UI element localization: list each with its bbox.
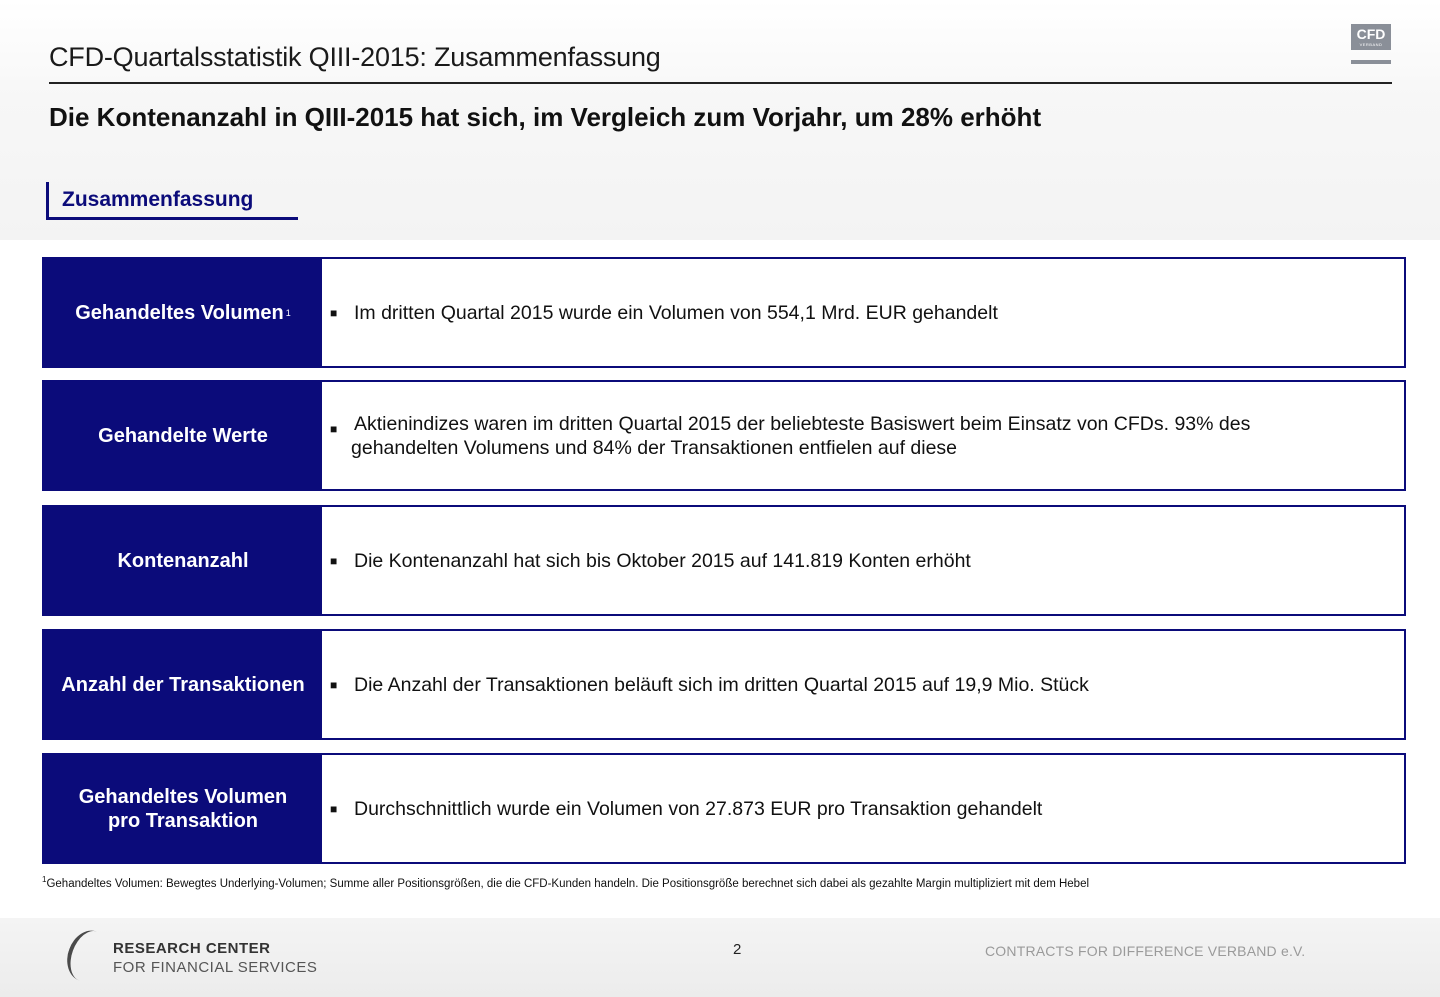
row-content: ■ Im dritten Quartal 2015 wurde ein Volu… — [322, 259, 1404, 366]
row-content: ■ Durchschnittlich wurde ein Volumen von… — [322, 755, 1404, 862]
row-label-text: Kontenanzahl — [117, 549, 249, 572]
footnote-text: Gehandeltes Volumen: Bewegtes Underlying… — [46, 877, 1090, 890]
row-label-line-1: Gehandeltes Volumen — [78, 785, 288, 808]
logo-bar — [1351, 60, 1391, 64]
row-text: Im dritten Quartal 2015 wurde ein Volume… — [354, 301, 998, 324]
summary-row-traded-assets: Gehandelte Werte ■ Aktienindizes waren i… — [42, 380, 1406, 491]
footnote-marker: 1 — [285, 307, 291, 318]
section-title: Zusammenfassung — [62, 188, 254, 211]
row-text: Durchschnittlich wurde ein Volumen von 2… — [354, 797, 1043, 820]
summary-row-volume: Gehandeltes Volumen 1 ■ Im dritten Quarta… — [42, 257, 1406, 368]
row-body: ■ Aktienindizes waren im dritten Quartal… — [330, 412, 1250, 460]
header-background — [0, 0, 1440, 240]
row-label: Anzahl der Transaktionen — [44, 631, 322, 738]
footnote-marker: 1 — [42, 875, 47, 884]
headline: Die Kontenanzahl in QIII-2015 hat sich, … — [49, 102, 1042, 132]
row-label-text: Gehandelte Werte — [98, 424, 268, 447]
row-text-block: Aktienindizes waren im dritten Quartal 2… — [351, 412, 1251, 460]
summary-row-volume-per-transaction: Gehandeltes Volumen pro Transaktion ■ Du… — [42, 753, 1406, 864]
row-text-line-1: Aktienindizes waren im dritten Quartal 2… — [354, 412, 1251, 435]
summary-row-accounts: Kontenanzahl ■ Die Kontenanzahl hat sich… — [42, 505, 1406, 616]
row-label: Kontenanzahl — [44, 507, 322, 614]
summary-row-transactions: Anzahl der Transaktionen ■ Die Anzahl de… — [42, 629, 1406, 740]
logo-text: CFD — [1356, 26, 1386, 42]
footer-background — [0, 918, 1440, 997]
row-content: ■ Die Anzahl der Transaktionen beläuft s… — [322, 631, 1404, 738]
row-label: Gehandeltes Volumen 1 — [44, 259, 322, 366]
organization-name: CONTRACTS FOR DIFFERENCE VERBAND e.V. — [985, 943, 1306, 959]
logo-subtext: VERBAND — [1359, 42, 1383, 47]
cfd-verband-logo: CFD VERBAND — [1351, 24, 1391, 64]
footnote: 1Gehandeltes Volumen: Bewegtes Underlyin… — [42, 875, 1089, 890]
research-center-logo: RESEARCH CENTER FOR FINANCIAL SERVICES — [60, 924, 336, 988]
square-bullet-icon: ■ — [330, 553, 338, 568]
brand-line-2: FOR FINANCIAL SERVICES — [113, 959, 318, 976]
row-text: Die Anzahl der Transaktionen beläuft sic… — [354, 673, 1089, 696]
brand-line-1: RESEARCH CENTER — [113, 940, 271, 957]
row-label-text: Anzahl der Transaktionen — [61, 673, 305, 696]
row-label-line-2: pro Transaktion — [107, 809, 258, 832]
logo-arc-icon — [60, 924, 116, 988]
row-label: Gehandeltes Volumen pro Transaktion — [44, 755, 322, 862]
row-label: Gehandelte Werte — [44, 382, 322, 489]
section-tab: Zusammenfassung — [46, 182, 298, 220]
square-bullet-icon: ■ — [330, 421, 338, 436]
square-bullet-icon: ■ — [330, 305, 338, 320]
row-content: ■ Aktienindizes waren im dritten Quartal… — [322, 382, 1404, 489]
header-divider — [49, 82, 1392, 84]
square-bullet-icon: ■ — [330, 677, 338, 692]
page-number: 2 — [733, 941, 742, 958]
row-text: Die Kontenanzahl hat sich bis Oktober 20… — [354, 549, 971, 572]
row-text-line-2: gehandelten Volumens und 84% der Transak… — [351, 436, 958, 459]
row-label-text: Gehandeltes Volumen — [75, 301, 284, 324]
logo-box: CFD — [1351, 24, 1391, 50]
square-bullet-icon: ■ — [330, 801, 338, 816]
page-title: CFD-Quartalsstatistik QIII-2015: Zusamme… — [49, 42, 661, 72]
row-content: ■ Die Kontenanzahl hat sich bis Oktober … — [322, 507, 1404, 614]
